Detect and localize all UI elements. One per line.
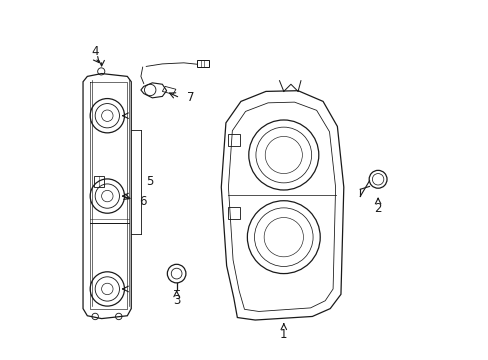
Text: 5: 5 (146, 175, 154, 188)
Text: 2: 2 (374, 202, 381, 215)
Text: 7: 7 (186, 91, 194, 104)
Text: 3: 3 (173, 294, 180, 307)
Text: 6: 6 (139, 195, 147, 208)
Text: 4: 4 (91, 45, 99, 58)
Text: 1: 1 (280, 328, 287, 341)
